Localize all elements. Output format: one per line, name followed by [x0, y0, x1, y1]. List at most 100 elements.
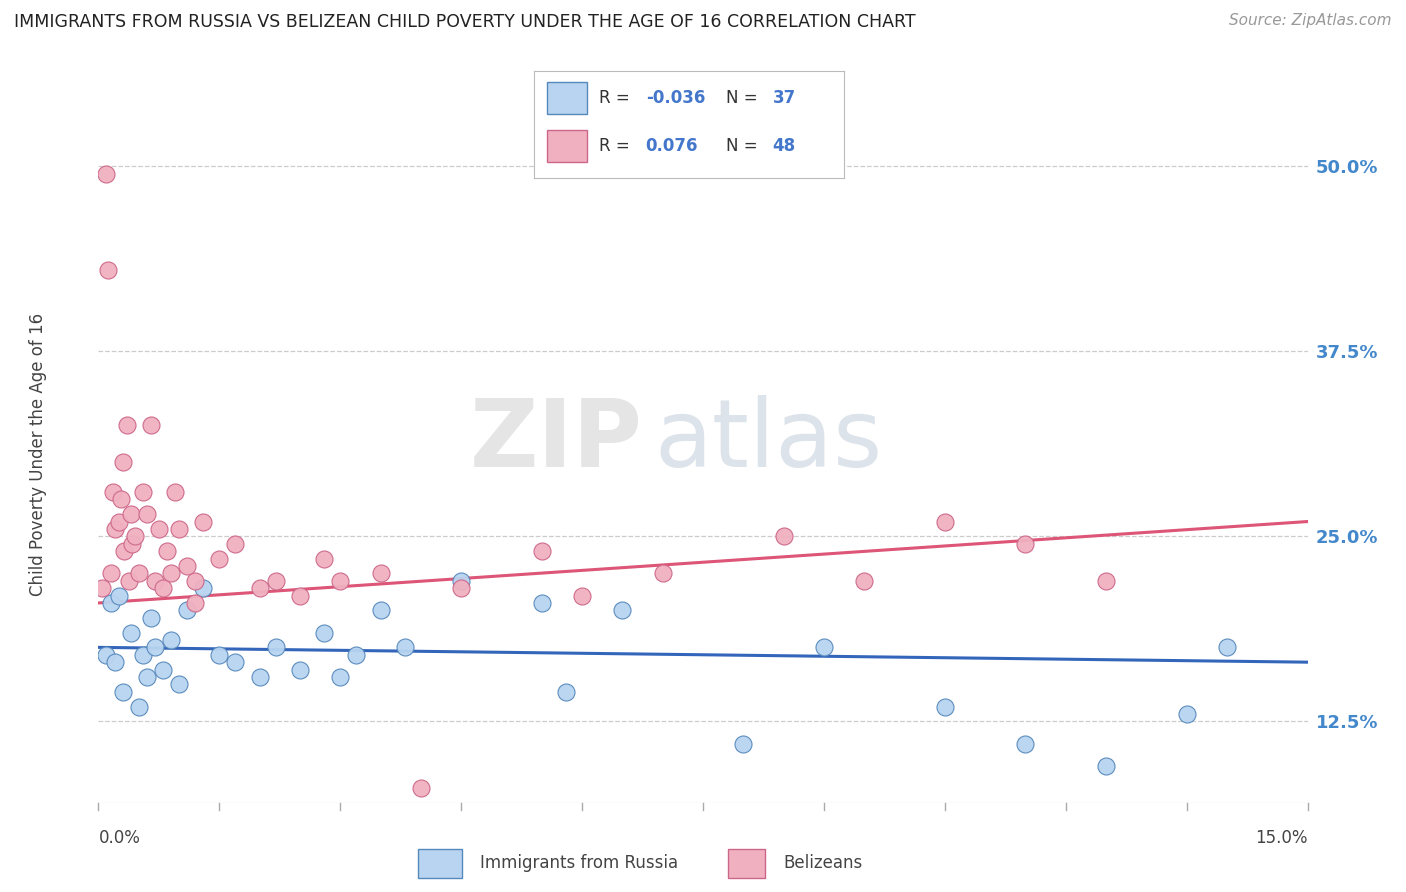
Point: [853, 574, 876, 588]
Point: [329, 574, 352, 588]
Bar: [547, 130, 586, 162]
Point: [143, 640, 166, 655]
Point: [314, 625, 336, 640]
Point: [555, 685, 578, 699]
Point: [128, 699, 150, 714]
Point: [176, 603, 198, 617]
Point: [450, 581, 472, 595]
Text: 0.076: 0.076: [645, 137, 699, 155]
Point: [112, 544, 135, 558]
Text: N =: N =: [725, 137, 763, 155]
Point: [394, 640, 416, 655]
Point: [370, 566, 392, 581]
Point: [176, 558, 198, 573]
Point: [288, 589, 311, 603]
Point: [160, 566, 183, 581]
Point: [184, 596, 207, 610]
Point: [329, 670, 352, 684]
Point: [733, 737, 755, 751]
Point: [96, 648, 118, 662]
Point: [143, 574, 166, 588]
Text: 0.0%: 0.0%: [98, 830, 141, 847]
Point: [651, 566, 673, 581]
Point: [111, 685, 134, 699]
Point: [1175, 706, 1198, 721]
Text: -0.036: -0.036: [645, 89, 704, 107]
Point: [97, 263, 120, 277]
Point: [193, 515, 215, 529]
Point: [1216, 640, 1239, 655]
Point: [139, 418, 162, 433]
Text: R =: R =: [599, 89, 636, 107]
Point: [120, 625, 142, 640]
Point: [1095, 759, 1118, 773]
Point: [100, 596, 122, 610]
Point: [193, 581, 215, 595]
Text: 15.0%: 15.0%: [1256, 830, 1308, 847]
Point: [96, 167, 118, 181]
Point: [314, 551, 336, 566]
Text: Belizeans: Belizeans: [783, 854, 863, 872]
Point: [1095, 574, 1118, 588]
Text: Source: ZipAtlas.com: Source: ZipAtlas.com: [1229, 13, 1392, 29]
Text: Child Poverty Under the Age of 16: Child Poverty Under the Age of 16: [30, 313, 46, 597]
Bar: [547, 82, 586, 114]
Point: [167, 522, 190, 536]
Point: [118, 574, 141, 588]
Text: Immigrants from Russia: Immigrants from Russia: [481, 854, 679, 872]
Text: R =: R =: [599, 137, 636, 155]
Point: [103, 655, 125, 669]
Point: [160, 632, 183, 647]
Point: [124, 529, 146, 543]
Point: [224, 655, 246, 669]
Text: 37: 37: [772, 89, 796, 107]
Point: [163, 484, 186, 499]
Point: [612, 603, 634, 617]
Text: 48: 48: [772, 137, 796, 155]
Point: [1014, 537, 1036, 551]
Point: [530, 544, 553, 558]
Point: [264, 574, 287, 588]
Point: [110, 492, 132, 507]
Point: [103, 522, 125, 536]
Point: [813, 640, 835, 655]
Point: [107, 515, 129, 529]
Point: [264, 640, 287, 655]
Bar: [728, 849, 765, 878]
Bar: [419, 849, 461, 878]
Point: [91, 581, 114, 595]
Point: [139, 611, 162, 625]
Point: [167, 677, 190, 691]
Point: [111, 455, 134, 469]
Point: [571, 589, 593, 603]
Point: [152, 581, 174, 595]
Point: [288, 663, 311, 677]
Point: [530, 596, 553, 610]
Point: [1014, 737, 1036, 751]
Point: [772, 529, 794, 543]
Point: [107, 589, 129, 603]
Point: [224, 537, 246, 551]
Point: [249, 581, 271, 595]
Point: [934, 515, 956, 529]
Point: [135, 670, 157, 684]
Point: [409, 780, 432, 795]
Text: IMMIGRANTS FROM RUSSIA VS BELIZEAN CHILD POVERTY UNDER THE AGE OF 16 CORRELATION: IMMIGRANTS FROM RUSSIA VS BELIZEAN CHILD…: [14, 13, 915, 31]
Point: [121, 537, 143, 551]
Point: [152, 663, 174, 677]
Point: [450, 574, 472, 588]
Point: [208, 648, 231, 662]
Point: [100, 566, 122, 581]
Point: [101, 484, 124, 499]
Point: [934, 699, 956, 714]
Point: [208, 551, 231, 566]
Text: atlas: atlas: [655, 395, 883, 487]
Point: [370, 603, 392, 617]
Point: [132, 484, 155, 499]
Text: ZIP: ZIP: [470, 395, 643, 487]
Point: [156, 544, 179, 558]
Point: [344, 648, 367, 662]
Text: N =: N =: [725, 89, 763, 107]
Point: [148, 522, 170, 536]
Point: [128, 566, 150, 581]
